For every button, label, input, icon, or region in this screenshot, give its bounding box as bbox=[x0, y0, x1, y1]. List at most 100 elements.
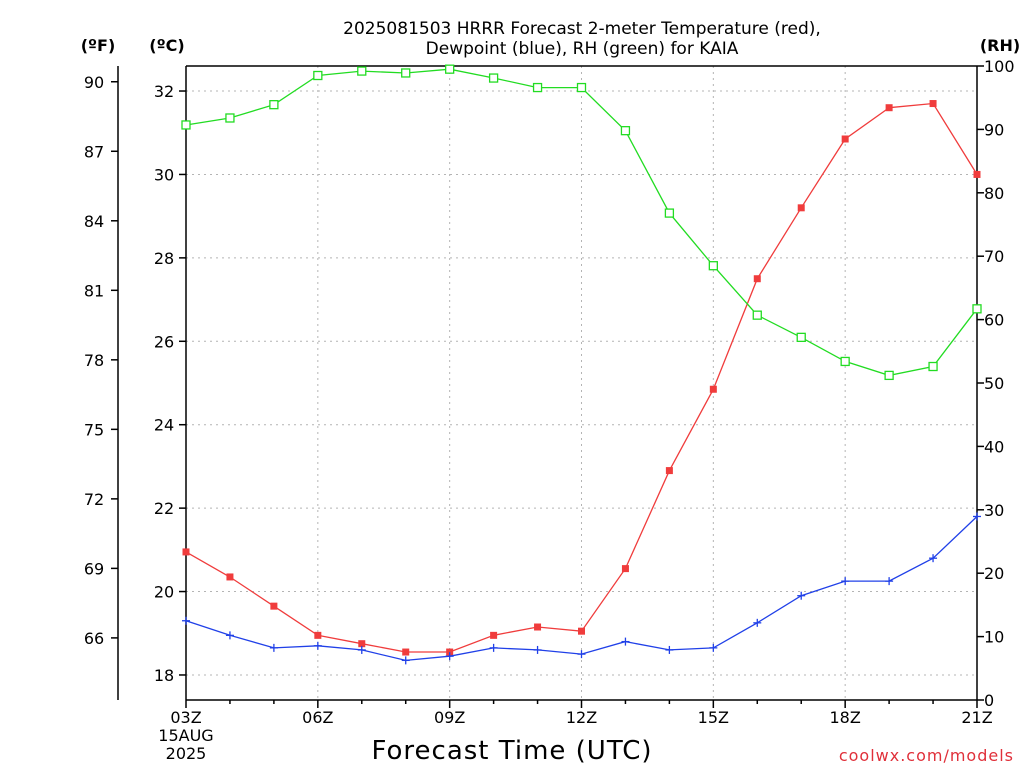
rh-point bbox=[576, 82, 587, 93]
x-tick-label: 18Z bbox=[830, 708, 861, 727]
x-tick-label: 15Z bbox=[698, 708, 729, 727]
celsius-tick-label: 18 bbox=[154, 666, 174, 685]
x-tick-label: 12Z bbox=[566, 708, 597, 727]
fahrenheit-tick-label: 90 bbox=[84, 73, 104, 92]
fahrenheit-tick-label: 69 bbox=[84, 559, 104, 578]
rh-point bbox=[181, 120, 191, 130]
celsius-tick-label: 32 bbox=[154, 82, 174, 101]
rh-point bbox=[401, 68, 411, 78]
dewpoint-point bbox=[929, 554, 938, 563]
temperature-point bbox=[446, 648, 454, 656]
dewpoint-point bbox=[401, 656, 410, 665]
dewpoint-point bbox=[665, 645, 674, 654]
fahrenheit-tick-label: 72 bbox=[84, 490, 104, 509]
dewpoint-point bbox=[182, 616, 190, 625]
temperature-point bbox=[885, 104, 893, 112]
x-tick-label: 21Z bbox=[961, 708, 992, 727]
temperature-point bbox=[841, 135, 849, 143]
dewpoint-point bbox=[269, 643, 278, 652]
temperature-point bbox=[665, 467, 673, 475]
fahrenheit-tick-label: 81 bbox=[84, 281, 104, 300]
tick-labels: 18 20 22 24 26 28 30 32 66 69 72 75 78 81 84 87 90 0 10 20 3… bbox=[84, 57, 1015, 727]
chart-title-line-1: 2025081503 HRRR Forecast 2-meter Tempera… bbox=[343, 19, 821, 39]
dewpoint-point bbox=[621, 637, 630, 646]
rh-tick-label: 10 bbox=[984, 628, 1004, 647]
fahrenheit-tick-label: 87 bbox=[84, 142, 104, 161]
fahrenheit-axis-label: (ºF) bbox=[81, 36, 116, 55]
temperature-point bbox=[753, 275, 761, 283]
rh-point bbox=[840, 356, 850, 367]
axes bbox=[111, 65, 984, 708]
temperature-line bbox=[185, 102, 978, 653]
dewpoint-point bbox=[445, 652, 454, 661]
x-date-day: 15AUG bbox=[158, 726, 213, 745]
x-tick-label: 06Z bbox=[302, 708, 333, 727]
temperature-point bbox=[973, 170, 981, 178]
dewpoint-point bbox=[885, 577, 894, 586]
dewpoint-point bbox=[577, 650, 586, 659]
rh-point bbox=[225, 113, 235, 123]
dewpoint-point bbox=[841, 577, 850, 586]
celsius-tick-label: 20 bbox=[154, 583, 174, 602]
temperature-point bbox=[709, 385, 717, 393]
temperature-point bbox=[929, 100, 937, 108]
chart-title-line-2: Dewpoint (blue), RH (green) for KAIA bbox=[426, 39, 739, 59]
celsius-tick-label: 30 bbox=[154, 165, 174, 184]
rh-point bbox=[708, 261, 718, 271]
rh-tick-label: 0 bbox=[984, 691, 994, 710]
dewpoint-point bbox=[357, 645, 366, 654]
fahrenheit-tick-label: 78 bbox=[84, 351, 104, 370]
dewpoint-point bbox=[797, 591, 806, 600]
rh-point bbox=[313, 70, 323, 81]
temperature-point bbox=[226, 573, 234, 581]
rh-point bbox=[664, 208, 675, 218]
credit-link[interactable]: coolwx.com/models bbox=[839, 746, 1014, 765]
rh-point bbox=[884, 370, 894, 381]
data-series bbox=[181, 64, 982, 665]
dewpoint-point bbox=[313, 641, 322, 650]
rh-tick-label: 30 bbox=[984, 501, 1004, 520]
x-date-year: 2025 bbox=[166, 744, 207, 763]
rh-point bbox=[532, 82, 543, 93]
temperature-point bbox=[578, 627, 585, 635]
temperature-point bbox=[797, 204, 805, 212]
x-tick-label: 03Z bbox=[170, 708, 201, 727]
rh-tick-label: 50 bbox=[984, 374, 1004, 393]
rh-point bbox=[445, 64, 455, 74]
rh-tick-label: 60 bbox=[984, 311, 1004, 330]
gridlines bbox=[186, 66, 977, 700]
rh-point bbox=[928, 361, 938, 372]
celsius-tick-label: 28 bbox=[154, 249, 174, 268]
fahrenheit-tick-label: 84 bbox=[84, 212, 104, 231]
rh-point bbox=[620, 126, 631, 136]
dewpoint-point bbox=[533, 645, 542, 654]
fahrenheit-tick-label: 66 bbox=[84, 629, 104, 648]
celsius-tick-label: 22 bbox=[154, 499, 174, 518]
temperature-point bbox=[182, 548, 190, 556]
rh-axis-label: (RH) bbox=[980, 36, 1020, 55]
temperature-point bbox=[314, 631, 322, 639]
dewpoint-point bbox=[973, 512, 981, 521]
rh-tick-label: 40 bbox=[984, 437, 1004, 456]
rh-point bbox=[357, 66, 367, 76]
rh-tick-label: 70 bbox=[984, 247, 1004, 266]
celsius-tick-label: 26 bbox=[154, 332, 174, 351]
temperature-point bbox=[490, 631, 498, 639]
celsius-axis-label: (ºC) bbox=[149, 36, 184, 55]
temperature-point bbox=[621, 565, 629, 573]
rh-tick-label: 20 bbox=[984, 564, 1004, 583]
temperature-point bbox=[270, 602, 278, 610]
fahrenheit-tick-label: 75 bbox=[84, 420, 104, 439]
dewpoint-point bbox=[753, 618, 762, 627]
temperature-point bbox=[358, 640, 366, 648]
rh-point bbox=[972, 304, 982, 314]
dewpoint-point bbox=[225, 631, 234, 640]
rh-point bbox=[269, 100, 279, 110]
temperature-point bbox=[534, 623, 542, 631]
rh-point bbox=[488, 73, 499, 83]
rh-tick-label: 90 bbox=[984, 120, 1004, 139]
x-axis-label: Forecast Time (UTC) bbox=[371, 736, 652, 766]
rh-tick-label: 80 bbox=[984, 184, 1004, 203]
dewpoint-point bbox=[489, 643, 498, 652]
